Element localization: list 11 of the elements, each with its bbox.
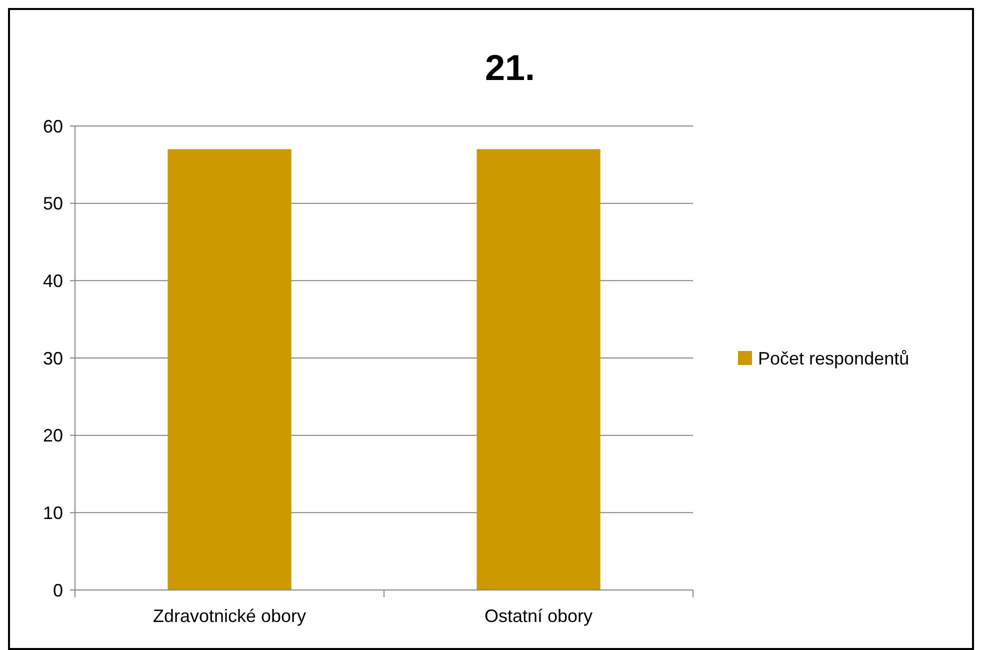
y-tick-label: 30 — [42, 348, 63, 368]
y-tick-label: 10 — [42, 502, 63, 523]
x-tick-label: Zdravotnické obory — [152, 606, 306, 626]
y-tick-label: 40 — [42, 270, 63, 291]
y-tick-label: 60 — [42, 116, 63, 136]
y-tick-label: 50 — [42, 194, 63, 214]
legend-label: Počet respondentů — [758, 348, 910, 368]
y-tick-label: 0 — [52, 580, 63, 600]
chart-title: 21. — [484, 47, 536, 88]
y-tick-label: 20 — [42, 426, 63, 446]
x-tick-label: Ostatní obory — [484, 606, 593, 626]
